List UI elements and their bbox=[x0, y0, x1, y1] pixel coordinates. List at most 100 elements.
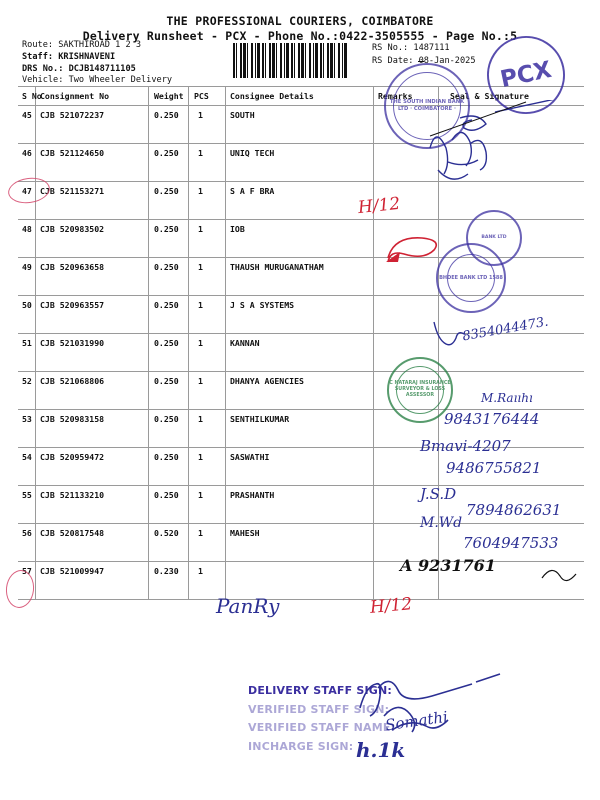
stamp-bhdee-bank-icon: BHDEE BANK LTD 1588 bbox=[436, 243, 506, 313]
handwriting-phone-2: 9843176444 bbox=[444, 410, 540, 428]
cell-consignment-no: CJB 520983158 bbox=[40, 414, 105, 424]
cell-sno: 48 bbox=[22, 224, 32, 234]
rs-date-struck: 08-Jan bbox=[418, 56, 450, 66]
cell-pcs: 1 bbox=[198, 148, 203, 158]
handwriting-phone-5: 7604947533 bbox=[463, 534, 559, 552]
cell-weight: 0.250 bbox=[154, 110, 179, 120]
handwriting-name-4: M.Wd bbox=[420, 515, 463, 531]
cell-sno: 54 bbox=[22, 452, 32, 462]
table-header-s-no: S No bbox=[22, 91, 42, 101]
cell-consignment-no: CJB 520817548 bbox=[40, 528, 105, 538]
cell-pcs: 1 bbox=[198, 338, 203, 348]
table-rule bbox=[18, 181, 584, 182]
cell-weight: 0.230 bbox=[154, 566, 179, 576]
page-title: Delivery Runsheet - PCX - Phone No.:0422… bbox=[82, 29, 518, 43]
cell-sno: 55 bbox=[22, 490, 32, 500]
table-rule bbox=[18, 561, 584, 562]
company-title: THE PROFESSIONAL COURIERS, COIMBATORE bbox=[166, 14, 434, 28]
cell-weight: 0.250 bbox=[154, 414, 179, 424]
handwriting-name-1: M.Raııhı bbox=[481, 391, 533, 405]
handwriting-name-2: Bmavi-4207 bbox=[420, 437, 511, 455]
table-column-divider bbox=[188, 86, 189, 599]
cell-weight: 0.250 bbox=[154, 148, 179, 158]
cell-consignee: MAHESH bbox=[230, 528, 260, 538]
cell-consignee: IOB bbox=[230, 224, 245, 234]
rs-date-label: RS Date: 08-Jan-2025 bbox=[372, 56, 476, 66]
runsheet-table: S No Consignment No Weight PCS Consignee Det… bbox=[18, 86, 584, 637]
cell-pcs: 1 bbox=[198, 186, 203, 196]
table-rule bbox=[18, 447, 584, 448]
cell-consignment-no: CJB 521153271 bbox=[40, 186, 105, 196]
table-header-pcs: PCS bbox=[194, 91, 209, 101]
table-rule bbox=[18, 105, 584, 106]
footer-signature-block: DELIVERY STAFF SIGN: VERIFIED STAFF SIGN… bbox=[248, 682, 395, 756]
handwriting-phone-4: 7894862631 bbox=[466, 501, 562, 519]
stamp-south-indian-bank-icon: THE SOUTH INDIAN BANK LTD · COIMBATORE · bbox=[384, 63, 470, 149]
table-header-seal-signature: Seal & Signature bbox=[450, 91, 529, 101]
table-rule bbox=[18, 295, 584, 296]
cell-weight: 0.520 bbox=[154, 528, 179, 538]
cell-pcs: 1 bbox=[198, 528, 203, 538]
cell-sno: 47 bbox=[22, 186, 32, 196]
table-column-divider bbox=[148, 86, 149, 599]
cell-weight: 0.250 bbox=[154, 376, 179, 386]
table-rule bbox=[18, 523, 584, 524]
cell-weight: 0.250 bbox=[154, 224, 179, 234]
table-rule bbox=[18, 371, 584, 372]
table-rule bbox=[18, 219, 584, 220]
delivery-staff-sign-label: DELIVERY STAFF SIGN: bbox=[248, 684, 393, 697]
cell-sno: 52 bbox=[22, 376, 32, 386]
verified-staff-name-label: VERIFIED STAFF NAME: bbox=[248, 721, 396, 734]
cell-consignee: SASWATHI bbox=[230, 452, 270, 462]
cell-sno: 46 bbox=[22, 148, 32, 158]
cell-sno: 53 bbox=[22, 414, 32, 424]
cell-sno: 49 bbox=[22, 262, 32, 272]
table-column-divider bbox=[225, 86, 226, 599]
cell-consignment-no: CJB 520963557 bbox=[40, 300, 105, 310]
cell-consignment-no: CJB 520983502 bbox=[40, 224, 105, 234]
cell-pcs: 1 bbox=[198, 300, 203, 310]
cell-consignee: KANNAN bbox=[230, 338, 260, 348]
cell-consignment-no: CJB 521072237 bbox=[40, 110, 105, 120]
handwriting-black-code: A 9231761 bbox=[400, 556, 496, 575]
table-header-consignee-details: Consignee Details bbox=[230, 91, 314, 101]
handwriting-phone-3: 9486755821 bbox=[446, 459, 542, 477]
table-column-divider bbox=[35, 86, 36, 599]
cell-consignee: DHANYA AGENCIES bbox=[230, 376, 304, 386]
route-label: Route: SAKTHIROAD 1 2 3 bbox=[22, 40, 141, 50]
cell-consignee: UNIQ TECH bbox=[230, 148, 275, 158]
table-rule bbox=[18, 143, 584, 144]
table-rule bbox=[18, 86, 584, 87]
cell-consignment-no: CJB 521009947 bbox=[40, 566, 105, 576]
handwriting-signature-row57: PanRy bbox=[216, 594, 280, 618]
rs-no-label: RS No.: 1487111 bbox=[372, 43, 450, 53]
cell-weight: 0.250 bbox=[154, 262, 179, 272]
cell-consignee: THAUSH MURUGANATHAM bbox=[230, 262, 324, 272]
incharge-sign-label: INCHARGE SIGN: bbox=[248, 739, 354, 753]
table-rule bbox=[18, 409, 584, 410]
cell-consignment-no: CJB 520963658 bbox=[40, 262, 105, 272]
cell-weight: 0.250 bbox=[154, 490, 179, 500]
cell-sno: 50 bbox=[22, 300, 32, 310]
header-meta: Route: SAKTHIROAD 1 2 3 Staff: KRISHNAVE… bbox=[22, 40, 172, 87]
table-rule bbox=[18, 333, 584, 334]
cell-weight: 0.250 bbox=[154, 186, 179, 196]
cell-weight: 0.250 bbox=[154, 338, 179, 348]
cell-consignment-no: CJB 521068806 bbox=[40, 376, 105, 386]
handwriting-name-3: J.S.D bbox=[420, 485, 457, 503]
rs-info: RS No.: 1487111 RS Date: 08-Jan-2025 bbox=[372, 42, 476, 68]
cell-weight: 0.250 bbox=[154, 452, 179, 462]
cell-consignment-no: CJB 520959472 bbox=[40, 452, 105, 462]
table-header-weight: Weight bbox=[154, 91, 184, 101]
cell-sno: 45 bbox=[22, 110, 32, 120]
drs-no-label: DRS No.: DCJB148711105 bbox=[22, 63, 136, 74]
cell-consignment-no: CJB 521124650 bbox=[40, 148, 105, 158]
cell-sno: 57 bbox=[22, 566, 32, 576]
table-header-consignment-no: Consignment No bbox=[40, 91, 110, 101]
cell-weight: 0.250 bbox=[154, 300, 179, 310]
incharge-sign-value: h.1k bbox=[356, 738, 406, 762]
cell-consignment-no: CJB 521031990 bbox=[40, 338, 105, 348]
cell-pcs: 1 bbox=[198, 490, 203, 500]
vehicle-label: Vehicle: Two Wheeler Delivery bbox=[22, 75, 173, 86]
cell-pcs: 1 bbox=[198, 452, 203, 462]
